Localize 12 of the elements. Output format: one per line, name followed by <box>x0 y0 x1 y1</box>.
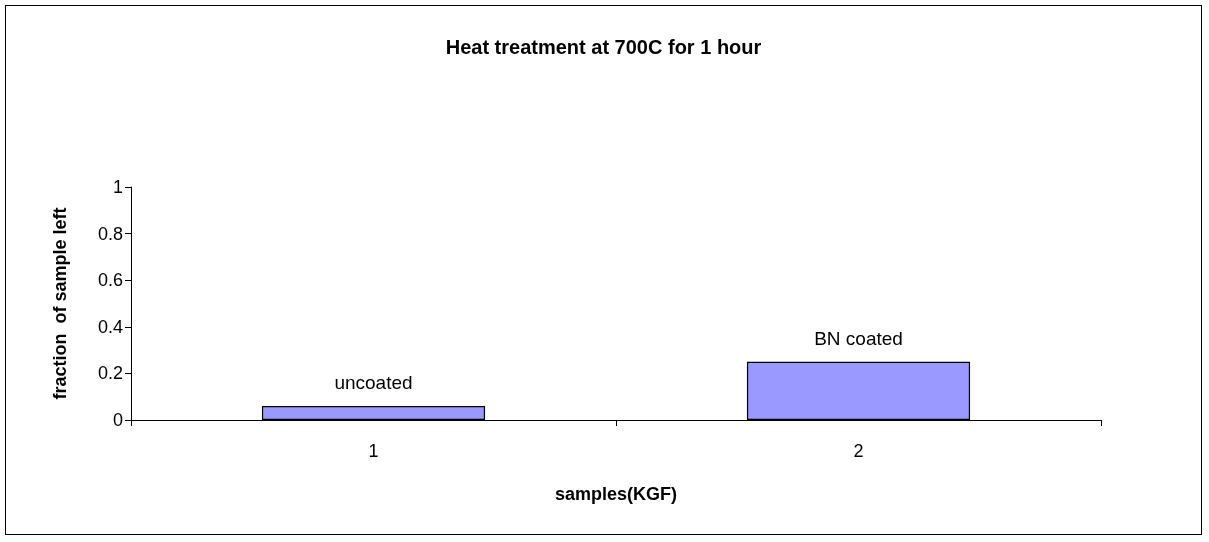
chart-title: Heat treatment at 700C for 1 hour <box>445 36 762 58</box>
y-axis-title: fraction of sample left <box>50 207 70 400</box>
x-tick-label: 2 <box>853 441 864 461</box>
y-tick-label: 0.2 <box>97 363 123 384</box>
annotation: uncoated <box>334 372 413 394</box>
y-tick-label: 0.4 <box>97 316 123 337</box>
y-tick-label: 0 <box>112 410 123 430</box>
y-tick-label: 0.6 <box>97 270 123 291</box>
x-axis-title: samples(KGF) <box>554 484 678 504</box>
annotation: BN coated <box>814 327 903 349</box>
y-tick-label: 0.8 <box>97 223 123 244</box>
y-tick-label: 1 <box>112 177 123 197</box>
